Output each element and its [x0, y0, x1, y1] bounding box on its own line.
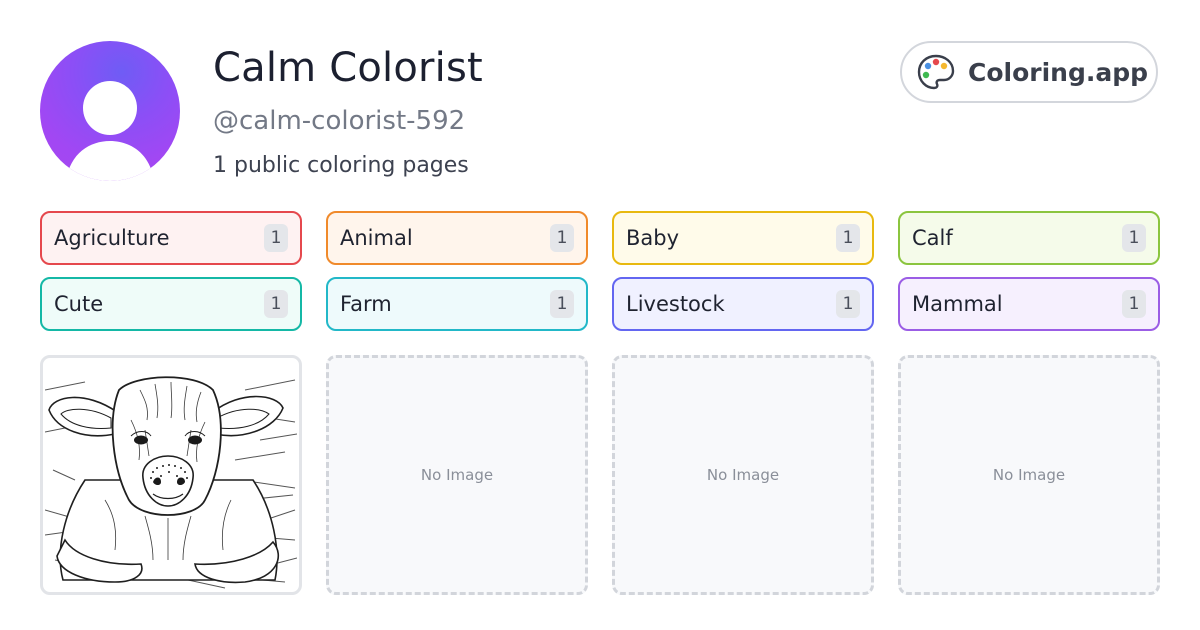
no-image-label: No Image: [420, 466, 494, 484]
tag-label: Cute: [54, 292, 104, 316]
tag-count-badge: 1: [836, 290, 860, 318]
no-image-label: No Image: [706, 466, 780, 484]
brand-name: Coloring.app: [968, 57, 1149, 87]
calf-coloring-image: [45, 360, 297, 590]
tag-count-badge: 1: [836, 224, 860, 252]
tag-baby[interactable]: Baby 1: [612, 211, 874, 265]
profile-handle: @calm-colorist-592: [213, 106, 466, 136]
palette-icon: [917, 54, 955, 90]
tag-label: Calf: [912, 226, 953, 250]
tag-count-badge: 1: [1122, 224, 1146, 252]
tag-livestock[interactable]: Livestock 1: [612, 277, 874, 331]
coloring-page-card[interactable]: [40, 355, 302, 595]
tag-label: Mammal: [912, 292, 1003, 316]
tag-count-badge: 1: [264, 290, 288, 318]
coloring-page-gallery: No Image No Image No Image: [40, 355, 1160, 595]
avatar[interactable]: [40, 41, 180, 181]
empty-gallery-slot: No Image: [898, 355, 1160, 595]
public-page-count: 1 public coloring pages: [213, 153, 469, 178]
tag-mammal[interactable]: Mammal 1: [898, 277, 1160, 331]
tag-cute[interactable]: Cute 1: [40, 277, 302, 331]
tag-animal[interactable]: Animal 1: [326, 211, 588, 265]
tag-count-badge: 1: [264, 224, 288, 252]
empty-gallery-slot: No Image: [326, 355, 588, 595]
empty-gallery-slot: No Image: [612, 355, 874, 595]
tag-label: Livestock: [626, 292, 725, 316]
tag-calf[interactable]: Calf 1: [898, 211, 1160, 265]
tag-count-badge: 1: [550, 224, 574, 252]
no-image-label: No Image: [992, 466, 1066, 484]
tag-count-badge: 1: [1122, 290, 1146, 318]
tag-label: Farm: [340, 292, 392, 316]
tag-list: Agriculture 1 Animal 1 Baby 1 Calf 1 Cut…: [40, 211, 1160, 331]
tag-label: Animal: [340, 226, 413, 250]
tag-label: Agriculture: [54, 226, 170, 250]
profile-name: Calm Colorist: [213, 45, 483, 91]
brand-badge[interactable]: Coloring.app: [900, 41, 1158, 103]
user-silhouette-icon: [66, 81, 154, 181]
tag-farm[interactable]: Farm 1: [326, 277, 588, 331]
tag-count-badge: 1: [550, 290, 574, 318]
tag-agriculture[interactable]: Agriculture 1: [40, 211, 302, 265]
tag-label: Baby: [626, 226, 680, 250]
